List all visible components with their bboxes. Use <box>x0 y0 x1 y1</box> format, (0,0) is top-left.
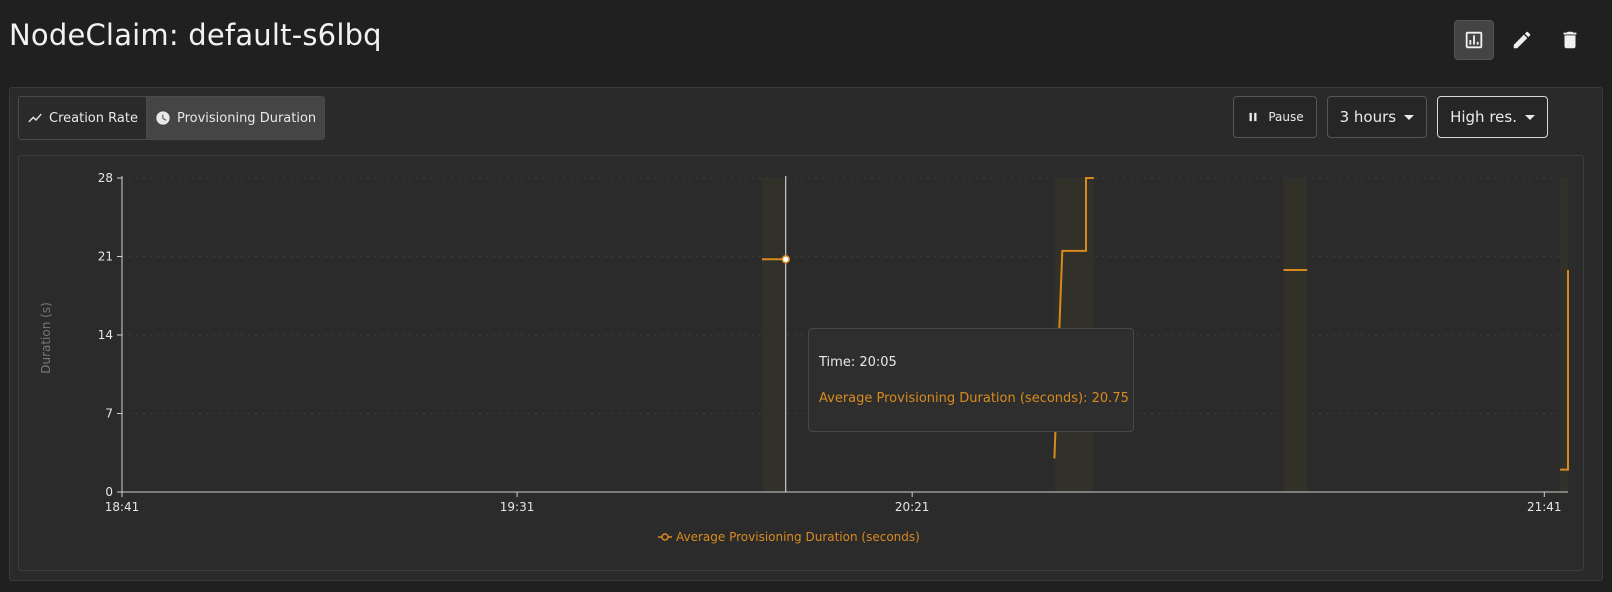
clock-icon <box>156 111 170 125</box>
resolution-select[interactable]: High res. <box>1437 96 1548 138</box>
edit-button[interactable] <box>1502 20 1542 60</box>
chevron-down-icon <box>1525 114 1535 120</box>
tooltip-time: Time: 20:05 <box>819 355 897 370</box>
pause-button[interactable]: Pause <box>1233 96 1317 138</box>
tab-creation-rate[interactable]: Creation Rate <box>19 97 146 139</box>
trend-line-icon <box>28 113 42 123</box>
pencil-icon <box>1513 31 1531 49</box>
chart-tooltip: Time: 20:05 Average Provisioning Duratio… <box>808 328 1134 432</box>
metric-tabs: Creation Rate Provisioning Duration <box>18 96 326 140</box>
chevron-down-icon <box>1404 114 1415 120</box>
trash-icon <box>1563 31 1577 49</box>
pause-icon <box>1249 112 1257 122</box>
time-range-label: 3 hours <box>1339 108 1397 126</box>
tab-label: Provisioning Duration <box>176 110 317 126</box>
chart-controls: Pause 3 hours High res. <box>1233 96 1548 138</box>
header-actions <box>1454 20 1590 60</box>
chart-icon <box>1465 31 1483 49</box>
tooltip-value: Average Provisioning Duration (seconds):… <box>819 391 1129 406</box>
tab-label: Creation Rate <box>49 110 138 126</box>
tab-provisioning-duration[interactable]: Provisioning Duration <box>145 97 325 139</box>
chart-container <box>18 155 1584 571</box>
delete-button[interactable] <box>1550 20 1590 60</box>
pause-label: Pause <box>1268 110 1304 124</box>
resolution-label: High res. <box>1450 108 1517 126</box>
metrics-button[interactable] <box>1454 20 1494 60</box>
time-range-select[interactable]: 3 hours <box>1326 96 1428 138</box>
page-title: NodeClaim: default-s6lbq <box>9 18 382 52</box>
